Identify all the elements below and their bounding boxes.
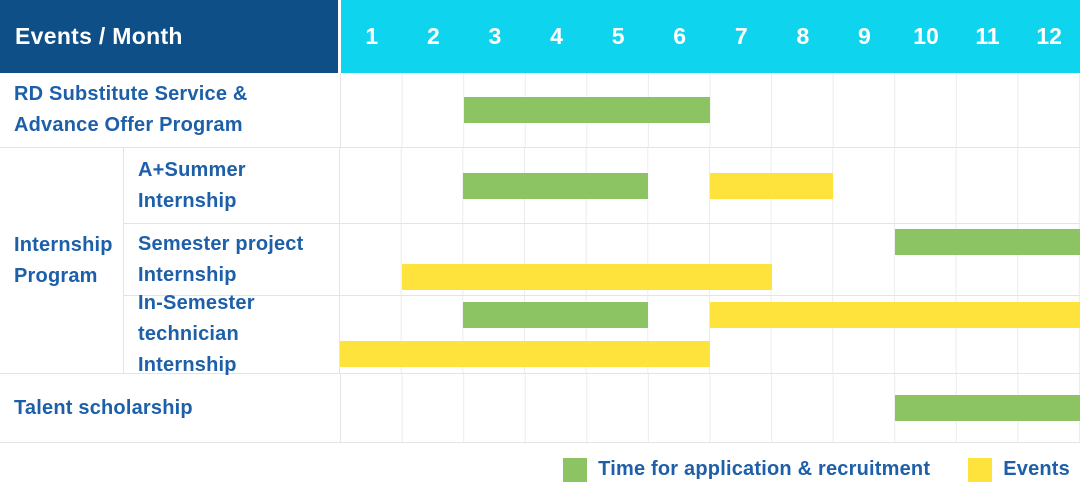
month-tick-label: 12	[1036, 23, 1062, 49]
row-label-line: In-Semester	[138, 292, 255, 314]
table-row: A+Summer Internship	[124, 148, 1080, 223]
table-row: In-Semester technician Internship	[124, 292, 1080, 376]
group-label-line: Internship	[14, 233, 113, 256]
month-grid	[340, 148, 1080, 223]
event-bar	[710, 172, 834, 199]
group-block: Internship Program A+Summer Internship Semes…	[0, 147, 1080, 376]
bar-lane	[341, 374, 1080, 442]
row-label-line: Internship	[138, 189, 237, 212]
row-label-line: RD Substitute Service &	[14, 83, 248, 105]
month-grid	[340, 224, 1080, 295]
event-legend-swatch	[968, 457, 993, 482]
table-row: Semester project Internship	[124, 223, 1080, 295]
row-label: RD Substitute Service & Advance Offer Pro…	[0, 73, 341, 147]
bar-lane	[340, 260, 1080, 296]
recruitment-bar	[464, 97, 711, 123]
row-label-line: Internship	[138, 263, 237, 286]
recruitment-bar	[463, 172, 649, 199]
chart-body: RD Substitute Service & Advance Offer Pro…	[0, 73, 1080, 443]
table-row: RD Substitute Service & Advance Offer Pro…	[0, 73, 1080, 147]
month-tick-label: 1	[365, 23, 379, 49]
month-tick-label: 11	[975, 23, 1000, 49]
header-row: Events / Month 1 2 3 4 5 6 7 8 9 10 11 12	[0, 0, 1080, 73]
month-tick-label: 4	[550, 23, 563, 49]
header-title: Events / Month	[0, 0, 341, 73]
event-bar	[710, 302, 1080, 329]
recruitment-bar	[463, 302, 649, 329]
row-sublabel: In-Semester technician Internship	[124, 292, 340, 376]
legend-item-recruitment: Time for application & recruitment	[563, 457, 931, 482]
row-label-line: Semester project	[138, 232, 304, 255]
bar-lane	[340, 335, 1080, 374]
legend-item-event: Events	[968, 457, 1070, 482]
row-sublabel: Semester project Internship	[124, 224, 340, 295]
month-tick-label: 7	[734, 23, 748, 49]
month-axis: 1 2 3 4 5 6 7 8 9 10 11 12	[341, 0, 1080, 73]
recruitment-bar	[895, 395, 1080, 421]
month-tick-label: 10	[913, 23, 939, 49]
month-tick-label: 5	[611, 23, 625, 49]
month-grid	[341, 73, 1080, 147]
recruitment-bar	[895, 228, 1080, 255]
month-tick-label: 2	[426, 23, 440, 49]
bar-lane	[340, 296, 1080, 335]
recruitment-legend-swatch	[563, 457, 588, 482]
month-tick-label: 9	[858, 23, 871, 49]
bar-lane	[340, 224, 1080, 260]
legend-label: Time for application & recruitment	[598, 458, 931, 480]
group-label-line: Program	[14, 264, 98, 287]
event-bar	[340, 340, 710, 367]
bar-lane	[340, 148, 1080, 223]
group-rows: A+Summer Internship Semester project Intern…	[124, 148, 1080, 376]
month-tick-label: 8	[796, 23, 810, 49]
bar-lane	[341, 73, 1080, 147]
month-grid	[341, 374, 1080, 442]
group-label: Internship Program	[0, 148, 124, 373]
row-label-line: Talent scholarship	[14, 396, 193, 419]
row-label-line: Advance Offer Program	[14, 114, 243, 136]
month-tick-label: 3	[488, 23, 502, 49]
row-label-line: technician Internship	[138, 323, 239, 376]
table-row: Talent scholarship	[0, 373, 1080, 442]
legend: Time for application & recruitment Events	[0, 443, 1080, 496]
row-sublabel: A+Summer Internship	[124, 148, 340, 223]
events-by-month-gantt-chart: Events / Month 1 2 3 4 5 6 7 8 9 10 11 12 RD Substi…	[0, 0, 1080, 443]
month-grid	[340, 296, 1080, 373]
month-tick-label: 6	[673, 23, 687, 49]
row-label-line: A+Summer	[138, 158, 246, 181]
row-label: Talent scholarship	[0, 374, 341, 442]
legend-label: Events	[1003, 458, 1070, 480]
event-bar	[401, 264, 772, 291]
